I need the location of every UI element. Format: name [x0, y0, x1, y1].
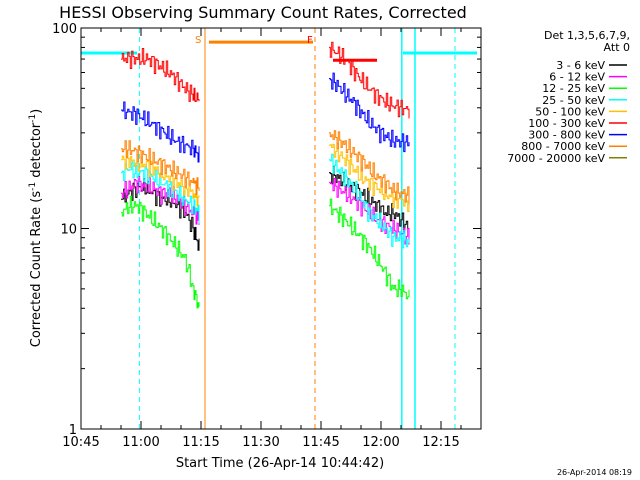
legend-label-0: 3 - 6 keV — [556, 59, 605, 72]
chart-title: HESSI Observing Summary Count Rates, Cor… — [59, 3, 467, 22]
y-axis-label-mid: detector — [29, 122, 44, 182]
x-tick-label-6: 12:15 — [422, 435, 459, 450]
series-line-3-seg-0 — [121, 161, 200, 224]
y-axis-label-end: ) — [29, 109, 44, 114]
y-tick-label-0: 1 — [69, 423, 77, 438]
series-line-5-seg-1 — [329, 41, 410, 119]
series-line-4-seg-1 — [329, 142, 410, 212]
annotation-f: F — [307, 35, 313, 46]
x-tick-label-0: 10:45 — [62, 435, 99, 450]
plot-frame — [80, 27, 482, 430]
y-tick-label-1: 10 — [60, 223, 77, 238]
legend-label-1: 6 - 12 keV — [549, 71, 605, 84]
y-axis-label-main: Corrected Count Rate (s — [29, 191, 44, 348]
legend-label-7: 800 - 7000 keV — [521, 140, 605, 153]
y-tick-label-2: 100 — [52, 22, 77, 37]
legend-header-line-1: Det 1,3,5,6,7,9, — [544, 29, 630, 42]
timestamp: 26-Apr-2014 08:19 — [557, 468, 632, 477]
legend-label-3: 25 - 50 keV — [542, 94, 605, 107]
x-tick-label-3: 11:30 — [242, 435, 279, 450]
legend-label-4: 50 - 100 keV — [535, 105, 605, 118]
series-line-7-seg-1 — [329, 130, 410, 205]
x-tick-label-4: 11:45 — [302, 435, 339, 450]
legend-label-8: 7000 - 20000 keV — [507, 152, 605, 165]
series-line-2-seg-0 — [121, 195, 200, 309]
x-tick-label-2: 11:15 — [182, 435, 219, 450]
x-tick-label-5: 12:00 — [362, 435, 399, 450]
series-line-7-seg-0 — [121, 140, 200, 195]
legend-header-line-2: Att 0 — [604, 41, 630, 54]
legend-label-5: 100 - 300 keV — [528, 117, 605, 130]
legend-label-6: 300 - 800 keV — [528, 129, 605, 142]
y-axis-label-exp2: -1 — [28, 114, 38, 123]
legend-label-2: 12 - 25 keV — [542, 82, 605, 95]
series-line-3-seg-1 — [329, 153, 410, 249]
series-line-2-seg-1 — [329, 198, 410, 300]
y-axis-label-exp1: -1 — [28, 182, 38, 191]
annotation-s: S — [195, 35, 201, 46]
x-tick-label-1: 11:00 — [122, 435, 159, 450]
svg-text:Corrected Count Rate (s-1 dete: Corrected Count Rate (s-1 detector-1) — [28, 109, 44, 347]
series-line-6-seg-1 — [329, 72, 410, 153]
x-axis-label: Start Time (26-Apr-14 10:44:42) — [176, 456, 384, 471]
series-line-6-seg-0 — [121, 101, 200, 163]
y-axis-label: Corrected Count Rate (s-1 detector-1) — [28, 109, 44, 347]
series-line-5-seg-0 — [121, 48, 200, 102]
series-line-0-seg-1 — [329, 166, 410, 233]
